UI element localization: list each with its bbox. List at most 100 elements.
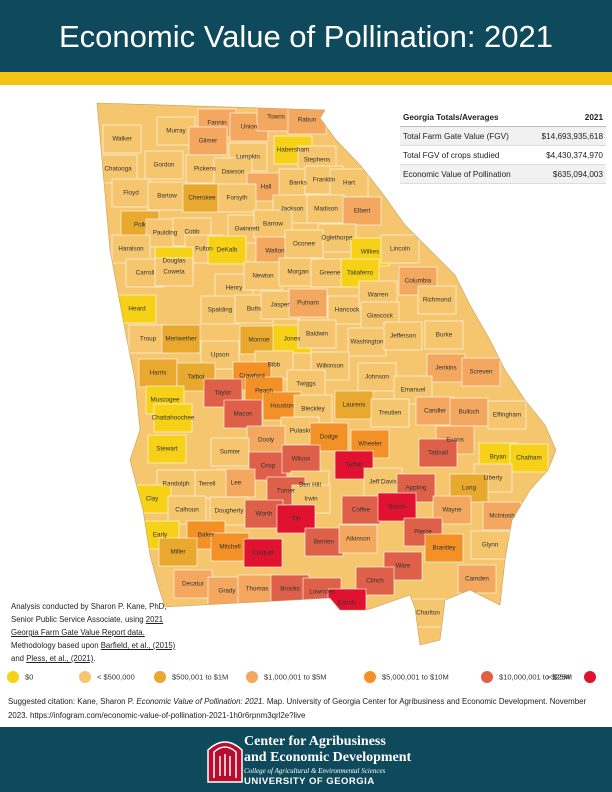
county-label: Johnson — [365, 374, 389, 381]
analysis-note: Analysis conducted by Sharon P. Kane, Ph… — [11, 600, 186, 665]
note-text: . — [93, 654, 96, 663]
county-label: Wilcox — [292, 456, 311, 463]
county-label: Gwinnett — [235, 226, 260, 233]
county-label: Thomas — [246, 586, 269, 593]
link[interactable]: 2021 Georgia Farm Gate Value Report data… — [11, 615, 164, 637]
county-label: Camden — [465, 576, 489, 583]
legend-label: < $500,000 — [97, 672, 135, 681]
county-label: Bacon — [388, 504, 406, 511]
county — [357, 362, 397, 392]
county-label: Forsyth — [227, 195, 248, 202]
county-label: Emanuel — [401, 387, 426, 394]
county — [470, 530, 510, 560]
county-label: Jasper — [271, 302, 290, 309]
county-label: Bartow — [157, 193, 177, 200]
county-label: Fulton — [195, 246, 213, 253]
county — [161, 324, 201, 354]
county — [297, 319, 337, 349]
county — [237, 574, 277, 604]
county-label: Treutlen — [379, 410, 402, 417]
county-label: Polk — [134, 222, 147, 229]
county-label: Walker — [112, 136, 131, 143]
county-label: Madison — [314, 206, 338, 213]
footer: Center for Agribusiness and Economic Dev… — [0, 727, 612, 792]
link[interactable]: Barfield, et al., (2015) — [100, 641, 176, 650]
county-label: Lowndes — [309, 589, 334, 596]
county — [418, 438, 458, 468]
county-label: Dooly — [258, 437, 275, 444]
county-label: Baldwin — [306, 331, 329, 338]
county-label: Chatham — [516, 455, 542, 462]
county-label: Stewart — [156, 446, 178, 453]
county-label: Columbia — [405, 278, 432, 285]
county — [158, 537, 198, 567]
county — [281, 444, 321, 474]
county-label: Wheeler — [358, 441, 381, 448]
row-label: Economic Value of Pollination — [400, 164, 530, 184]
county-label: Franklin — [313, 177, 336, 184]
county — [223, 399, 263, 429]
county-label: Floyd — [123, 190, 139, 197]
county-label: Richmond — [423, 297, 452, 304]
county — [342, 196, 382, 226]
legend-label: $10,000,001 to $25M — [499, 672, 570, 681]
county-label: Gordon — [153, 162, 175, 169]
county-label: Long — [462, 485, 477, 492]
row-value: $635,094,003 — [529, 164, 606, 184]
county-label: Coweta — [163, 269, 185, 276]
county-label: Mitchell — [219, 544, 240, 551]
county-label: Greene — [319, 270, 341, 277]
county-label: Dawson — [222, 169, 245, 176]
county-label: Brooks — [280, 586, 300, 593]
county-label: Taliaferro — [347, 270, 373, 277]
county-label: Walton — [265, 248, 285, 255]
county-label: Paulding — [153, 230, 178, 237]
county-label: Dougherty — [214, 508, 244, 515]
county — [144, 150, 184, 180]
citation-title: Economic Value of Pollination: 2021. — [136, 697, 265, 706]
county — [304, 527, 344, 557]
county-label: Bulloch — [459, 409, 480, 416]
county-label: Meriwether — [165, 336, 196, 343]
county-label: Appling — [405, 485, 427, 492]
county-label: Cobb — [184, 229, 200, 236]
county — [138, 358, 178, 388]
legend-swatch — [584, 671, 596, 683]
table-header: Georgia Totals/Averages — [400, 108, 530, 127]
county — [243, 261, 283, 291]
stripe — [0, 72, 612, 85]
county-label: Monroe — [248, 337, 270, 344]
legend-swatch — [7, 671, 19, 683]
county-label: Liberty — [484, 475, 504, 482]
county-label: Heard — [128, 306, 146, 313]
county — [248, 451, 288, 481]
county — [509, 443, 549, 473]
county-label: Muscogee — [150, 397, 180, 404]
county-label: Peach — [255, 388, 273, 395]
county-label: Randolph — [163, 481, 190, 488]
county — [288, 288, 328, 318]
legend-label: $1,000,001 to $5M — [264, 672, 327, 681]
county — [457, 564, 497, 594]
county-label: Clinch — [366, 578, 384, 585]
county — [383, 321, 423, 351]
county-label: Pulaski — [290, 428, 310, 435]
county-label: Glascock — [367, 313, 394, 320]
citation: Suggested citation: Kane, Sharon P. Econ… — [8, 695, 608, 723]
county-label: Twiggs — [296, 381, 316, 388]
legend-swatch — [481, 671, 493, 683]
county-label: Decatur — [182, 581, 204, 588]
county-label: Crawford — [239, 373, 265, 380]
link[interactable]: Pless, et al., (2021) — [26, 654, 94, 663]
legend-label: $500,001 to $1M — [172, 672, 228, 681]
county — [153, 403, 193, 433]
citation-text: Map. University of Georgia Center for Ag… — [8, 697, 587, 720]
county-label: Hart — [343, 180, 355, 187]
county-label: Butts — [247, 306, 261, 313]
county — [210, 437, 250, 467]
county-label: Colquitt — [252, 550, 274, 557]
county-label: Bryan — [490, 454, 507, 461]
county-label: Pierce — [414, 529, 432, 536]
county-label: Wilkes — [361, 249, 380, 256]
